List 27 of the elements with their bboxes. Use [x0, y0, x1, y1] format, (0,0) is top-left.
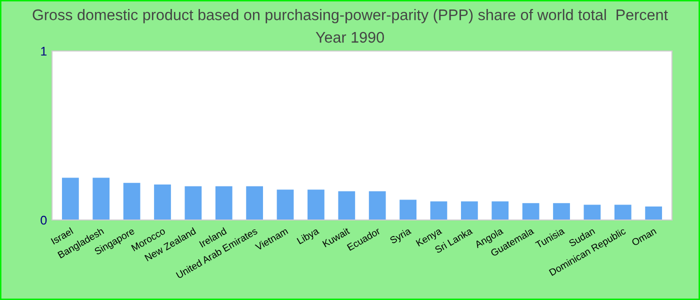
y-tick-label: 1	[41, 46, 47, 56]
bar	[154, 184, 171, 220]
x-tick-label: Oman	[631, 227, 657, 246]
bar	[338, 191, 356, 220]
bar	[368, 191, 386, 220]
bar	[460, 201, 478, 220]
bar	[123, 182, 140, 220]
y-tick-label: 0	[40, 216, 47, 225]
bar	[62, 178, 79, 220]
chart-subtitle: Year 1990	[316, 32, 384, 43]
bar	[246, 186, 264, 220]
x-tick-label: Syria	[389, 226, 413, 246]
bar	[645, 206, 662, 220]
bar	[492, 201, 509, 220]
bar	[215, 186, 232, 220]
bar	[184, 186, 202, 220]
bar	[308, 190, 324, 220]
bar	[276, 190, 294, 220]
bar	[430, 201, 448, 220]
bar	[522, 203, 540, 220]
x-tick-label: Libya	[296, 226, 320, 246]
bar	[92, 178, 110, 220]
bar	[400, 200, 416, 220]
bar	[553, 203, 570, 220]
bar	[614, 204, 632, 220]
chart-title: Gross domestic product based on purchasing-power-parity (PPP) share of world total Percent	[32, 9, 668, 24]
bar	[584, 204, 601, 220]
